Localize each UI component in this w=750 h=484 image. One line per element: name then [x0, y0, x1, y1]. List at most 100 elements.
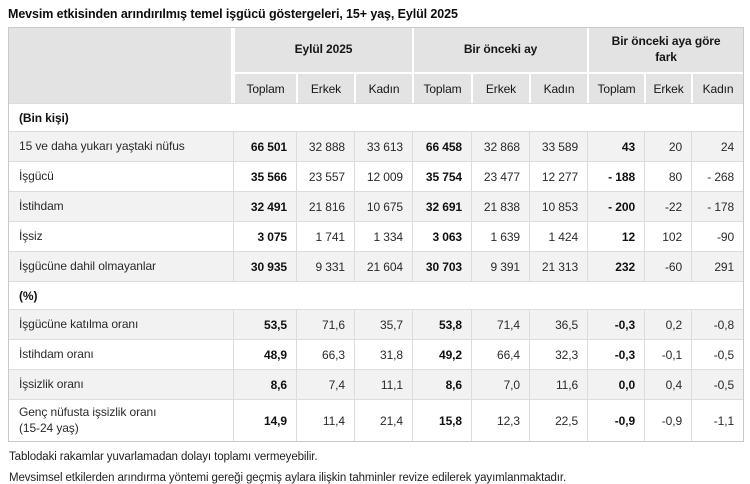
- group-header-fark: Bir önceki aya göre fark: [587, 28, 744, 72]
- value-cell: 21 816: [296, 191, 354, 221]
- value-cell: 291: [691, 251, 744, 281]
- value-cell: 80: [644, 161, 692, 191]
- value-cell: -1,1: [691, 399, 744, 441]
- value-cell: 21 838: [471, 191, 529, 221]
- value-cell: 20: [644, 131, 692, 161]
- value-cell: 10 675: [354, 191, 412, 221]
- table-header: Eylül 2025 Bir önceki ay Bir önceki aya …: [9, 28, 744, 103]
- row-label: İşgücüne dahil olmayanlar: [9, 251, 233, 281]
- value-cell: 32 888: [296, 131, 354, 161]
- section-row-yuzde: (%): [9, 281, 744, 309]
- page-title: Mevsim etkisinden arındırılmış temel işg…: [8, 7, 458, 21]
- sub-header-toplam: Toplam: [233, 72, 296, 103]
- corner-cell: [9, 28, 233, 103]
- row-label: İşsiz: [9, 221, 233, 251]
- table-body: (Bin kişi) 15 ve daha yukarı yaştaki nüf…: [9, 103, 744, 441]
- value-cell: 12,3: [471, 399, 529, 441]
- footnote-rounding: Tablodaki rakamlar yuvarlamadan dolayı t…: [9, 451, 318, 463]
- value-cell: 12 277: [529, 161, 588, 191]
- value-cell: 1 424: [529, 221, 588, 251]
- value-cell: 0,4: [644, 369, 692, 399]
- value-cell: 14,9: [233, 399, 296, 441]
- value-cell: 9 331: [296, 251, 354, 281]
- value-cell: -60: [644, 251, 692, 281]
- value-cell: -22: [644, 191, 692, 221]
- value-cell: 3 075: [233, 221, 296, 251]
- value-cell: -0,5: [691, 369, 744, 399]
- value-cell: 53,8: [412, 309, 471, 339]
- sub-header-toplam: Toplam: [587, 72, 645, 103]
- section-label: (Bin kişi): [9, 103, 744, 131]
- sub-header-toplam: Toplam: [412, 72, 471, 103]
- sub-header-erkek: Erkek: [644, 72, 692, 103]
- value-cell: 33 613: [354, 131, 412, 161]
- value-cell: 0,2: [644, 309, 692, 339]
- group-header-bir-onceki-ay: Bir önceki ay: [412, 28, 588, 72]
- footnote-revision: Mevsimsel etkilerden arındırma yöntemi g…: [9, 472, 567, 484]
- value-cell: 21 604: [354, 251, 412, 281]
- sub-header-kadin: Kadın: [529, 72, 588, 103]
- value-cell: 12: [587, 221, 645, 251]
- value-cell: 35,7: [354, 309, 412, 339]
- value-cell: 3 063: [412, 221, 471, 251]
- value-cell: -0,9: [644, 399, 692, 441]
- row-label: Genç nüfusta işsizlik oranı (15-24 yaş): [9, 399, 233, 441]
- header-sub-row: Toplam Erkek Kadın Toplam Erkek Kadın To…: [9, 72, 744, 103]
- row-label: İstihdam oranı: [9, 339, 233, 369]
- value-cell: 66 501: [233, 131, 296, 161]
- value-cell: 1 639: [471, 221, 529, 251]
- sub-header-kadin: Kadın: [354, 72, 412, 103]
- sub-header-erkek: Erkek: [296, 72, 354, 103]
- value-cell: 30 935: [233, 251, 296, 281]
- value-cell: 48,9: [233, 339, 296, 369]
- value-cell: - 178: [691, 191, 744, 221]
- value-cell: 71,4: [471, 309, 529, 339]
- value-cell: -0,8: [691, 309, 744, 339]
- value-cell: 32 491: [233, 191, 296, 221]
- value-cell: 8,6: [412, 369, 471, 399]
- section-row-bin-kisi: (Bin kişi): [9, 103, 744, 131]
- sub-header-erkek: Erkek: [471, 72, 529, 103]
- value-cell: 66 458: [412, 131, 471, 161]
- value-cell: 1 334: [354, 221, 412, 251]
- value-cell: 23 477: [471, 161, 529, 191]
- value-cell: -0,1: [644, 339, 692, 369]
- value-cell: 32 691: [412, 191, 471, 221]
- row-label: İşgücüne katılma oranı: [9, 309, 233, 339]
- value-cell: 66,4: [471, 339, 529, 369]
- value-cell: 71,6: [296, 309, 354, 339]
- row-label: İstihdam: [9, 191, 233, 221]
- table-row-issizlik-orani: İşsizlik oranı 8,6 7,4 11,1 8,6 7,0 11,6…: [9, 369, 744, 399]
- value-cell: 32,3: [529, 339, 588, 369]
- value-cell: 8,6: [233, 369, 296, 399]
- value-cell: 49,2: [412, 339, 471, 369]
- value-cell: 33 589: [529, 131, 588, 161]
- row-label: İşgücü: [9, 161, 233, 191]
- value-cell: 7,4: [296, 369, 354, 399]
- value-cell: 66,3: [296, 339, 354, 369]
- value-cell: -0,9: [587, 399, 645, 441]
- value-cell: - 200: [587, 191, 645, 221]
- value-cell: 23 557: [296, 161, 354, 191]
- sub-header-kadin: Kadın: [691, 72, 744, 103]
- value-cell: -0,3: [587, 309, 645, 339]
- value-cell: 11,1: [354, 369, 412, 399]
- table-row-isgucu: İşgücü 35 566 23 557 12 009 35 754 23 47…: [9, 161, 744, 191]
- value-cell: 21,4: [354, 399, 412, 441]
- value-cell: 53,5: [233, 309, 296, 339]
- group-header-eylul-2025: Eylül 2025: [233, 28, 412, 72]
- row-label: 15 ve daha yukarı yaştaki nüfus: [9, 131, 233, 161]
- value-cell: -0,5: [691, 339, 744, 369]
- table-row-issiz: İşsiz 3 075 1 741 1 334 3 063 1 639 1 42…: [9, 221, 744, 251]
- value-cell: 35 754: [412, 161, 471, 191]
- value-cell: 1 741: [296, 221, 354, 251]
- value-cell: 36,5: [529, 309, 588, 339]
- value-cell: 22,5: [529, 399, 588, 441]
- table-row-istihdam-orani: İstihdam oranı 48,9 66,3 31,8 49,2 66,4 …: [9, 339, 744, 369]
- value-cell: 10 853: [529, 191, 588, 221]
- value-cell: 7,0: [471, 369, 529, 399]
- value-cell: -0,3: [587, 339, 645, 369]
- value-cell: 32 868: [471, 131, 529, 161]
- value-cell: 35 566: [233, 161, 296, 191]
- value-cell: 21 313: [529, 251, 588, 281]
